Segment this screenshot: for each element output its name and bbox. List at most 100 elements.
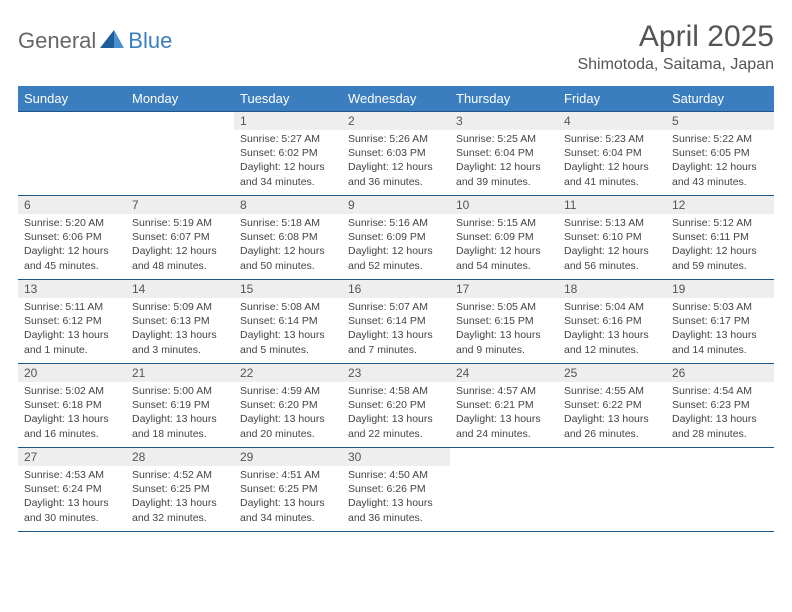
calendar-day-cell: 20Sunrise: 5:02 AMSunset: 6:18 PMDayligh… [18,364,126,448]
day-number: 28 [126,448,234,466]
day-details: Sunrise: 5:02 AMSunset: 6:18 PMDaylight:… [18,382,126,445]
day-details: Sunrise: 5:25 AMSunset: 6:04 PMDaylight:… [450,130,558,193]
calendar-day-cell: 14Sunrise: 5:09 AMSunset: 6:13 PMDayligh… [126,280,234,364]
calendar-week-row: 13Sunrise: 5:11 AMSunset: 6:12 PMDayligh… [18,280,774,364]
calendar-day-cell: 7Sunrise: 5:19 AMSunset: 6:07 PMDaylight… [126,196,234,280]
day-number: 27 [18,448,126,466]
day-number: 20 [18,364,126,382]
day-number: 7 [126,196,234,214]
brand-triangle-icon [100,30,124,53]
day-header-row: SundayMondayTuesdayWednesdayThursdayFrid… [18,86,774,112]
calendar-day-cell: . [558,448,666,532]
calendar-day-cell: 22Sunrise: 4:59 AMSunset: 6:20 PMDayligh… [234,364,342,448]
day-details: Sunrise: 5:26 AMSunset: 6:03 PMDaylight:… [342,130,450,193]
day-number: 18 [558,280,666,298]
day-details: Sunrise: 4:55 AMSunset: 6:22 PMDaylight:… [558,382,666,445]
calendar-day-cell: . [450,448,558,532]
calendar-day-cell: . [126,112,234,196]
day-number: 25 [558,364,666,382]
day-details: Sunrise: 5:07 AMSunset: 6:14 PMDaylight:… [342,298,450,361]
calendar-week-row: 27Sunrise: 4:53 AMSunset: 6:24 PMDayligh… [18,448,774,532]
location-label: Shimotoda, Saitama, Japan [577,56,774,74]
day-number: 24 [450,364,558,382]
calendar-day-cell: 1Sunrise: 5:27 AMSunset: 6:02 PMDaylight… [234,112,342,196]
day-details: Sunrise: 4:53 AMSunset: 6:24 PMDaylight:… [18,466,126,529]
day-details: Sunrise: 4:57 AMSunset: 6:21 PMDaylight:… [450,382,558,445]
day-number: 30 [342,448,450,466]
day-details: Sunrise: 4:59 AMSunset: 6:20 PMDaylight:… [234,382,342,445]
calendar-day-cell: 2Sunrise: 5:26 AMSunset: 6:03 PMDaylight… [342,112,450,196]
calendar-day-cell: . [18,112,126,196]
calendar-week-row: 6Sunrise: 5:20 AMSunset: 6:06 PMDaylight… [18,196,774,280]
calendar-day-cell: 18Sunrise: 5:04 AMSunset: 6:16 PMDayligh… [558,280,666,364]
day-number: 29 [234,448,342,466]
day-header: Monday [126,86,234,112]
page-header: General Blue April 2025 Shimotoda, Saita… [18,20,774,74]
calendar-week-row: 20Sunrise: 5:02 AMSunset: 6:18 PMDayligh… [18,364,774,448]
title-block: April 2025 Shimotoda, Saitama, Japan [577,20,774,74]
calendar-day-cell: 13Sunrise: 5:11 AMSunset: 6:12 PMDayligh… [18,280,126,364]
day-details: Sunrise: 5:19 AMSunset: 6:07 PMDaylight:… [126,214,234,277]
day-details: Sunrise: 5:23 AMSunset: 6:04 PMDaylight:… [558,130,666,193]
day-number: 13 [18,280,126,298]
day-number: 21 [126,364,234,382]
day-number: 6 [18,196,126,214]
day-details: Sunrise: 5:13 AMSunset: 6:10 PMDaylight:… [558,214,666,277]
calendar-day-cell: 30Sunrise: 4:50 AMSunset: 6:26 PMDayligh… [342,448,450,532]
calendar-day-cell: 19Sunrise: 5:03 AMSunset: 6:17 PMDayligh… [666,280,774,364]
day-number: 23 [342,364,450,382]
calendar-day-cell: 4Sunrise: 5:23 AMSunset: 6:04 PMDaylight… [558,112,666,196]
day-number: 12 [666,196,774,214]
calendar-day-cell: 12Sunrise: 5:12 AMSunset: 6:11 PMDayligh… [666,196,774,280]
day-details: Sunrise: 5:05 AMSunset: 6:15 PMDaylight:… [450,298,558,361]
calendar-day-cell: 29Sunrise: 4:51 AMSunset: 6:25 PMDayligh… [234,448,342,532]
calendar-day-cell: 10Sunrise: 5:15 AMSunset: 6:09 PMDayligh… [450,196,558,280]
day-number: 5 [666,112,774,130]
day-details: Sunrise: 4:51 AMSunset: 6:25 PMDaylight:… [234,466,342,529]
day-number: 14 [126,280,234,298]
day-details: Sunrise: 5:22 AMSunset: 6:05 PMDaylight:… [666,130,774,193]
day-number: 17 [450,280,558,298]
calendar-day-cell: 21Sunrise: 5:00 AMSunset: 6:19 PMDayligh… [126,364,234,448]
day-details: Sunrise: 4:58 AMSunset: 6:20 PMDaylight:… [342,382,450,445]
day-details: Sunrise: 5:04 AMSunset: 6:16 PMDaylight:… [558,298,666,361]
day-header: Saturday [666,86,774,112]
calendar-day-cell: 28Sunrise: 4:52 AMSunset: 6:25 PMDayligh… [126,448,234,532]
calendar-day-cell: 25Sunrise: 4:55 AMSunset: 6:22 PMDayligh… [558,364,666,448]
brand-part2: Blue [128,28,172,54]
day-details: Sunrise: 4:52 AMSunset: 6:25 PMDaylight:… [126,466,234,529]
day-number: 22 [234,364,342,382]
day-details: Sunrise: 5:12 AMSunset: 6:11 PMDaylight:… [666,214,774,277]
calendar-day-cell: 6Sunrise: 5:20 AMSunset: 6:06 PMDaylight… [18,196,126,280]
day-number: 3 [450,112,558,130]
day-header: Sunday [18,86,126,112]
day-details: Sunrise: 5:09 AMSunset: 6:13 PMDaylight:… [126,298,234,361]
calendar-day-cell: 3Sunrise: 5:25 AMSunset: 6:04 PMDaylight… [450,112,558,196]
day-number: 4 [558,112,666,130]
calendar-day-cell: . [666,448,774,532]
day-details: Sunrise: 5:16 AMSunset: 6:09 PMDaylight:… [342,214,450,277]
day-number: 1 [234,112,342,130]
calendar-day-cell: 5Sunrise: 5:22 AMSunset: 6:05 PMDaylight… [666,112,774,196]
calendar-day-cell: 9Sunrise: 5:16 AMSunset: 6:09 PMDaylight… [342,196,450,280]
brand-logo: General Blue [18,28,172,54]
day-details: Sunrise: 5:15 AMSunset: 6:09 PMDaylight:… [450,214,558,277]
day-details: Sunrise: 5:11 AMSunset: 6:12 PMDaylight:… [18,298,126,361]
day-details: Sunrise: 5:08 AMSunset: 6:14 PMDaylight:… [234,298,342,361]
calendar-day-cell: 15Sunrise: 5:08 AMSunset: 6:14 PMDayligh… [234,280,342,364]
calendar-day-cell: 23Sunrise: 4:58 AMSunset: 6:20 PMDayligh… [342,364,450,448]
day-number: 10 [450,196,558,214]
calendar-table: SundayMondayTuesdayWednesdayThursdayFrid… [18,86,774,532]
day-header: Wednesday [342,86,450,112]
calendar-week-row: ..1Sunrise: 5:27 AMSunset: 6:02 PMDaylig… [18,112,774,196]
day-number: 16 [342,280,450,298]
day-header: Tuesday [234,86,342,112]
day-details: Sunrise: 5:00 AMSunset: 6:19 PMDaylight:… [126,382,234,445]
day-details: Sunrise: 4:54 AMSunset: 6:23 PMDaylight:… [666,382,774,445]
day-details: Sunrise: 5:03 AMSunset: 6:17 PMDaylight:… [666,298,774,361]
calendar-day-cell: 8Sunrise: 5:18 AMSunset: 6:08 PMDaylight… [234,196,342,280]
calendar-day-cell: 24Sunrise: 4:57 AMSunset: 6:21 PMDayligh… [450,364,558,448]
day-number: 11 [558,196,666,214]
calendar-day-cell: 17Sunrise: 5:05 AMSunset: 6:15 PMDayligh… [450,280,558,364]
day-header: Friday [558,86,666,112]
